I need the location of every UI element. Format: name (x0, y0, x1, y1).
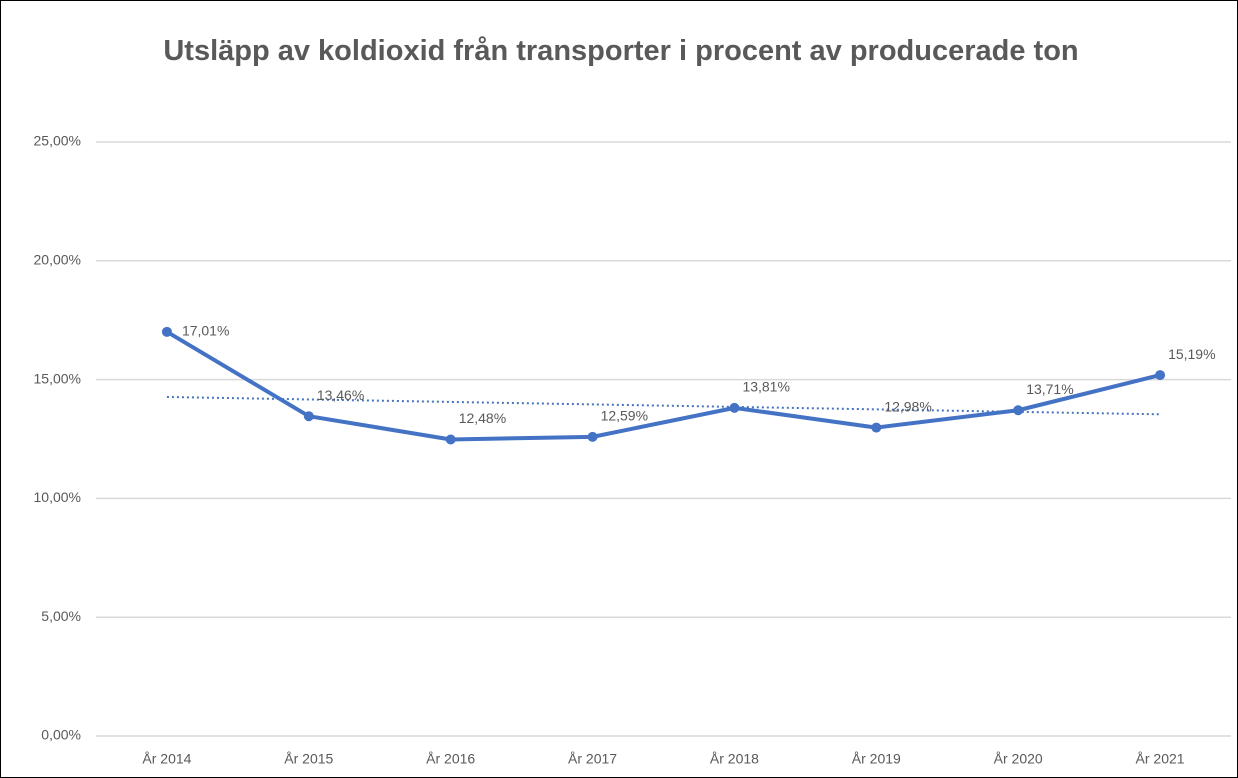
data-point (587, 431, 598, 442)
data-label: 17,01% (182, 323, 229, 339)
y-tick-label: 20,00% (34, 252, 81, 268)
data-point (445, 434, 456, 445)
y-tick-label: 10,00% (34, 489, 81, 505)
data-point (161, 326, 172, 337)
data-point (1155, 370, 1166, 381)
data-label: 15,19% (1168, 346, 1215, 362)
series-line (165, 330, 1161, 442)
data-label: 13,71% (1026, 381, 1073, 397)
x-tick-label: År 2014 (142, 751, 191, 767)
data-label: 13,46% (317, 387, 364, 403)
data-point (1013, 405, 1024, 416)
data-point (303, 411, 314, 422)
x-tick-label: År 2018 (710, 751, 759, 767)
data-point (871, 422, 882, 433)
y-tick-label: 15,00% (34, 370, 81, 386)
data-label: 13,81% (742, 379, 789, 395)
x-tick-label: År 2020 (994, 751, 1043, 767)
data-label: 12,48% (459, 410, 506, 426)
y-tick-label: 25,00% (34, 133, 81, 149)
data-label: 12,59% (601, 408, 648, 424)
x-tick-label: År 2016 (426, 751, 475, 767)
chart-title: Utsläpp av koldioxid från transporter i … (163, 35, 1079, 67)
y-tick-label: 0,00% (41, 727, 81, 743)
x-tick-label: År 2019 (852, 751, 901, 767)
data-point (729, 402, 740, 413)
x-tick-label: År 2017 (568, 751, 617, 767)
y-tick-label: 5,00% (41, 608, 81, 624)
x-tick-label: År 2021 (1136, 751, 1185, 767)
trendline (166, 395, 1161, 416)
data-label: 12,98% (884, 398, 931, 414)
x-tick-label: År 2015 (284, 751, 333, 767)
